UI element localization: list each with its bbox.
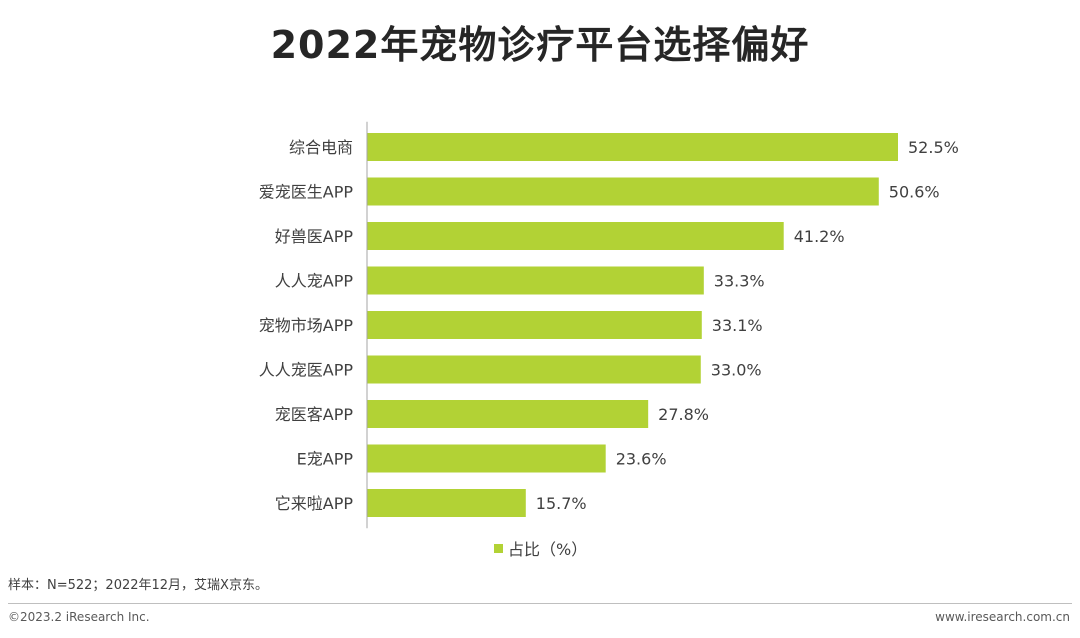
legend-swatch: [494, 543, 503, 553]
category-label: E宠APP: [297, 450, 354, 469]
legend-label: 占比（%）: [508, 540, 588, 559]
value-label: 33.3%: [714, 272, 765, 291]
category-label: 爱宠医生APP: [259, 183, 354, 202]
category-label: 综合电商: [289, 138, 353, 157]
value-label: 50.6%: [889, 183, 940, 202]
value-label: 33.0%: [711, 361, 762, 380]
category-label: 宠物市场APP: [259, 316, 354, 335]
value-label: 23.6%: [616, 450, 667, 469]
value-label: 41.2%: [794, 227, 845, 246]
category-label: 人人宠医APP: [259, 361, 354, 380]
bar: [367, 489, 526, 517]
footer-divider: [8, 603, 1072, 604]
chart-title: 2022年宠物诊疗平台选择偏好: [270, 23, 810, 67]
value-label: 15.7%: [536, 494, 587, 513]
value-label: 27.8%: [658, 405, 709, 424]
bar: [367, 355, 701, 384]
legend: 占比（%）: [494, 536, 587, 560]
bar: [367, 222, 784, 250]
value-label: 52.5%: [908, 138, 959, 157]
bar: [367, 400, 649, 428]
value-label: 33.1%: [712, 316, 763, 335]
source-footnote: 样本：N=522；2022年12月，艾瑞X京东。: [8, 578, 268, 593]
bars: [367, 133, 898, 517]
bar: [367, 133, 898, 161]
value-labels: 52.5% 50.6% 41.2% 33.3% 33.1% 33.0% 27.8% 23.6%…: [536, 138, 959, 513]
website-link[interactable]: www.iresearch.com.cn: [935, 610, 1070, 624]
copyright-text: ©2023.2 iResearch Inc.: [8, 610, 150, 624]
category-label: 人人宠APP: [275, 272, 354, 291]
bar: [367, 311, 702, 339]
category-label: 好兽医APP: [275, 227, 354, 246]
bar: [367, 444, 606, 473]
bar: [367, 177, 879, 206]
category-label: 宠医客APP: [275, 405, 354, 424]
bar: [367, 266, 704, 295]
category-label: 它来啦APP: [275, 494, 354, 513]
